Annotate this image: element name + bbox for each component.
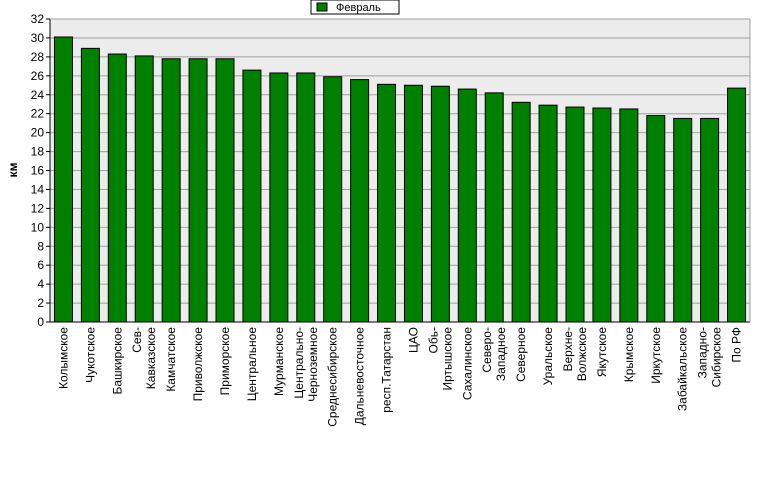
bar <box>107 53 127 323</box>
x-tick-label: По РФ <box>730 327 744 363</box>
x-tick-label: Башкирское <box>110 327 124 395</box>
x-tick-label: респ.Татарстан <box>380 327 394 413</box>
bar <box>215 58 235 323</box>
legend-box <box>310 0 400 15</box>
bar <box>619 108 639 323</box>
bar <box>377 83 397 323</box>
x-tick-label: Иртышское <box>440 327 454 391</box>
bar <box>538 104 558 323</box>
x-tick-label: Северо- <box>480 327 494 373</box>
x-tick-label: Приволжское <box>191 327 205 402</box>
x-tick-label: Якутское <box>595 327 609 377</box>
y-tick-label: 12 <box>31 201 45 215</box>
bar <box>457 88 477 323</box>
y-tick-label: 30 <box>31 31 45 45</box>
x-tick-label: Кавказское <box>144 327 158 390</box>
x-tick-label: Уральское <box>541 327 555 386</box>
x-tick-label: Чукотское <box>83 327 97 383</box>
x-tick-label: Обь- <box>426 327 440 353</box>
bar <box>430 85 450 323</box>
y-tick-label: 16 <box>31 164 45 178</box>
legend-series-label: Февраль <box>336 2 381 14</box>
bar <box>269 72 289 323</box>
bar <box>80 47 100 323</box>
y-tick-label: 2 <box>37 296 44 310</box>
x-tick-label: ЦАО <box>406 327 420 353</box>
x-tick-label: Забайкальское <box>676 327 690 411</box>
bar <box>646 115 666 323</box>
x-tick-label: Верхне- <box>561 327 575 372</box>
bar <box>53 36 73 323</box>
x-tick-label: Среднесибирское <box>326 327 340 427</box>
bar <box>511 101 531 323</box>
y-tick-label: 14 <box>31 182 45 196</box>
x-tick-label: Центральное <box>245 327 259 402</box>
x-tick-label: Черноземное <box>306 327 320 402</box>
y-tick-label: 6 <box>37 258 44 272</box>
x-tick-label: Дальневосточное <box>353 327 367 426</box>
x-tick-label: Камчатское <box>164 327 178 392</box>
y-tick-label: 4 <box>37 277 44 291</box>
bar <box>242 69 262 323</box>
x-tick-label: Северное <box>514 327 528 382</box>
x-tick-label: Иркутское <box>649 327 663 384</box>
y-tick-label: 10 <box>31 220 45 234</box>
x-tick-label: Сахалинское <box>460 327 474 400</box>
bar <box>296 72 316 323</box>
bar <box>700 117 720 323</box>
y-tick-label: 18 <box>31 145 45 159</box>
y-axis-label: км <box>6 162 20 177</box>
y-tick-label: 32 <box>31 12 45 26</box>
x-tick-label: Западное <box>494 327 508 381</box>
legend: Февраль <box>310 0 400 15</box>
x-tick-label: Крымское <box>622 327 636 383</box>
y-tick-label: 0 <box>37 315 44 329</box>
legend-swatch <box>316 2 328 12</box>
bar <box>727 87 747 323</box>
y-tick-label: 20 <box>31 126 45 140</box>
bar <box>484 92 504 323</box>
y-tick-label: 24 <box>31 88 45 102</box>
x-tick-label: Сев- <box>130 327 144 353</box>
bar <box>673 117 693 323</box>
y-tick-label: 26 <box>31 69 45 83</box>
y-tick-label: 22 <box>31 107 45 121</box>
bar <box>565 106 585 323</box>
x-tick-label: Мурманское <box>272 327 286 396</box>
bar <box>592 107 612 323</box>
bar <box>188 58 208 323</box>
x-tick-label: Колымское <box>56 327 70 389</box>
bar <box>134 55 154 323</box>
x-tick-label: Сибирское <box>710 327 724 388</box>
x-tick-label: Волжское <box>575 327 589 382</box>
bar <box>350 79 370 323</box>
bar <box>323 76 343 323</box>
y-tick-label: 28 <box>31 50 45 64</box>
x-tick-label: Западно- <box>696 327 710 378</box>
bar <box>403 84 423 323</box>
y-tick-label: 8 <box>37 239 44 253</box>
bar <box>161 58 181 323</box>
x-tick-label: Приморское <box>218 327 232 396</box>
x-tick-label: Центрально- <box>292 327 306 399</box>
